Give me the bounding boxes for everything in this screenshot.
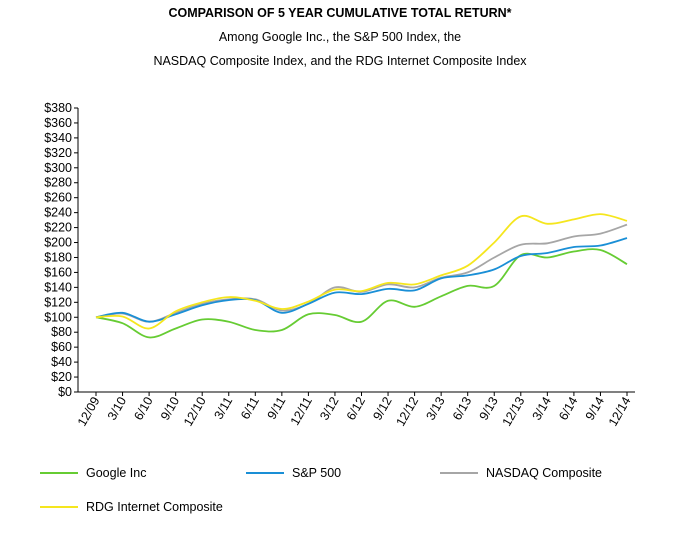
y-tick-label: $60: [51, 340, 72, 354]
y-tick-label: $180: [44, 250, 72, 264]
x-tick-label: 6/11: [238, 394, 262, 421]
legend-swatch: [440, 472, 478, 474]
legend-swatch: [246, 472, 284, 474]
x-tick-label: 3/14: [530, 394, 554, 422]
y-tick-label: $320: [44, 146, 72, 160]
x-tick-label: 9/12: [370, 394, 394, 422]
y-tick-label: $280: [44, 176, 72, 190]
x-tick-label: 9/10: [158, 394, 182, 422]
y-tick-label: $260: [44, 191, 72, 205]
legend-label: RDG Internet Composite: [86, 500, 223, 514]
y-tick-label: $40: [51, 355, 72, 369]
x-tick-label: 3/10: [105, 394, 129, 422]
y-tick-label: $340: [44, 131, 72, 145]
x-tick-label: 6/14: [556, 394, 580, 422]
series-line-rdg-internet-composite: [95, 213, 628, 330]
legend-label: NASDAQ Composite: [486, 466, 603, 480]
x-tick-label: 12/12: [393, 394, 421, 428]
y-tick-label: $80: [51, 325, 72, 339]
y-tick-label: $220: [44, 221, 72, 235]
legend-item: Google Inc: [40, 466, 146, 480]
legend-label: S&P 500: [292, 466, 342, 480]
x-tick-label: 12/09: [75, 394, 103, 428]
x-tick-label: 3/12: [317, 394, 341, 422]
chart-title: COMPARISON OF 5 YEAR CUMULATIVE TOTAL RE…: [168, 6, 512, 20]
y-tick-label: $380: [44, 101, 72, 115]
x-tick-label: 3/11: [212, 394, 236, 421]
x-tick-label: 12/14: [606, 394, 634, 428]
y-tick-label: $100: [44, 310, 72, 324]
y-tick-label: $120: [44, 295, 72, 309]
x-tick-label: 12/13: [500, 394, 528, 428]
series-line-s-p-500: [95, 237, 628, 323]
legend-swatch: [40, 506, 78, 508]
legend-swatch: [40, 472, 78, 474]
series-line-google-inc: [95, 248, 628, 339]
x-tick-label: 6/12: [344, 394, 368, 422]
legend-item: NASDAQ Composite: [440, 466, 602, 480]
y-tick-label: $140: [44, 280, 72, 294]
x-tick-label: 12/10: [181, 394, 209, 428]
chart-subtitle-line-2: NASDAQ Composite Index, and the RDG Inte…: [153, 54, 527, 68]
y-tick-label: $300: [44, 161, 72, 175]
y-tick-label: $20: [51, 370, 72, 384]
y-tick-label: $360: [44, 116, 72, 130]
x-tick-label: 9/14: [583, 394, 607, 422]
x-tick-label: 6/13: [450, 394, 474, 422]
x-tick-label: 3/13: [423, 394, 447, 422]
y-tick-label: $200: [44, 236, 72, 250]
y-tick-label: $0: [58, 385, 72, 399]
chart-subtitle-line-1: Among Google Inc., the S&P 500 Index, th…: [218, 30, 462, 44]
x-tick-label: 9/11: [265, 394, 289, 421]
legend-item: RDG Internet Composite: [40, 500, 223, 514]
x-tick-label: 6/10: [131, 394, 155, 422]
y-tick-label: $160: [44, 265, 72, 279]
x-tick-label: 9/13: [477, 394, 501, 422]
series-line-nasdaq-composite: [95, 223, 628, 323]
legend-label: Google Inc: [86, 466, 147, 480]
y-tick-label: $240: [44, 206, 72, 220]
x-tick-label: 12/11: [288, 394, 315, 427]
legend-item: S&P 500: [246, 466, 341, 480]
